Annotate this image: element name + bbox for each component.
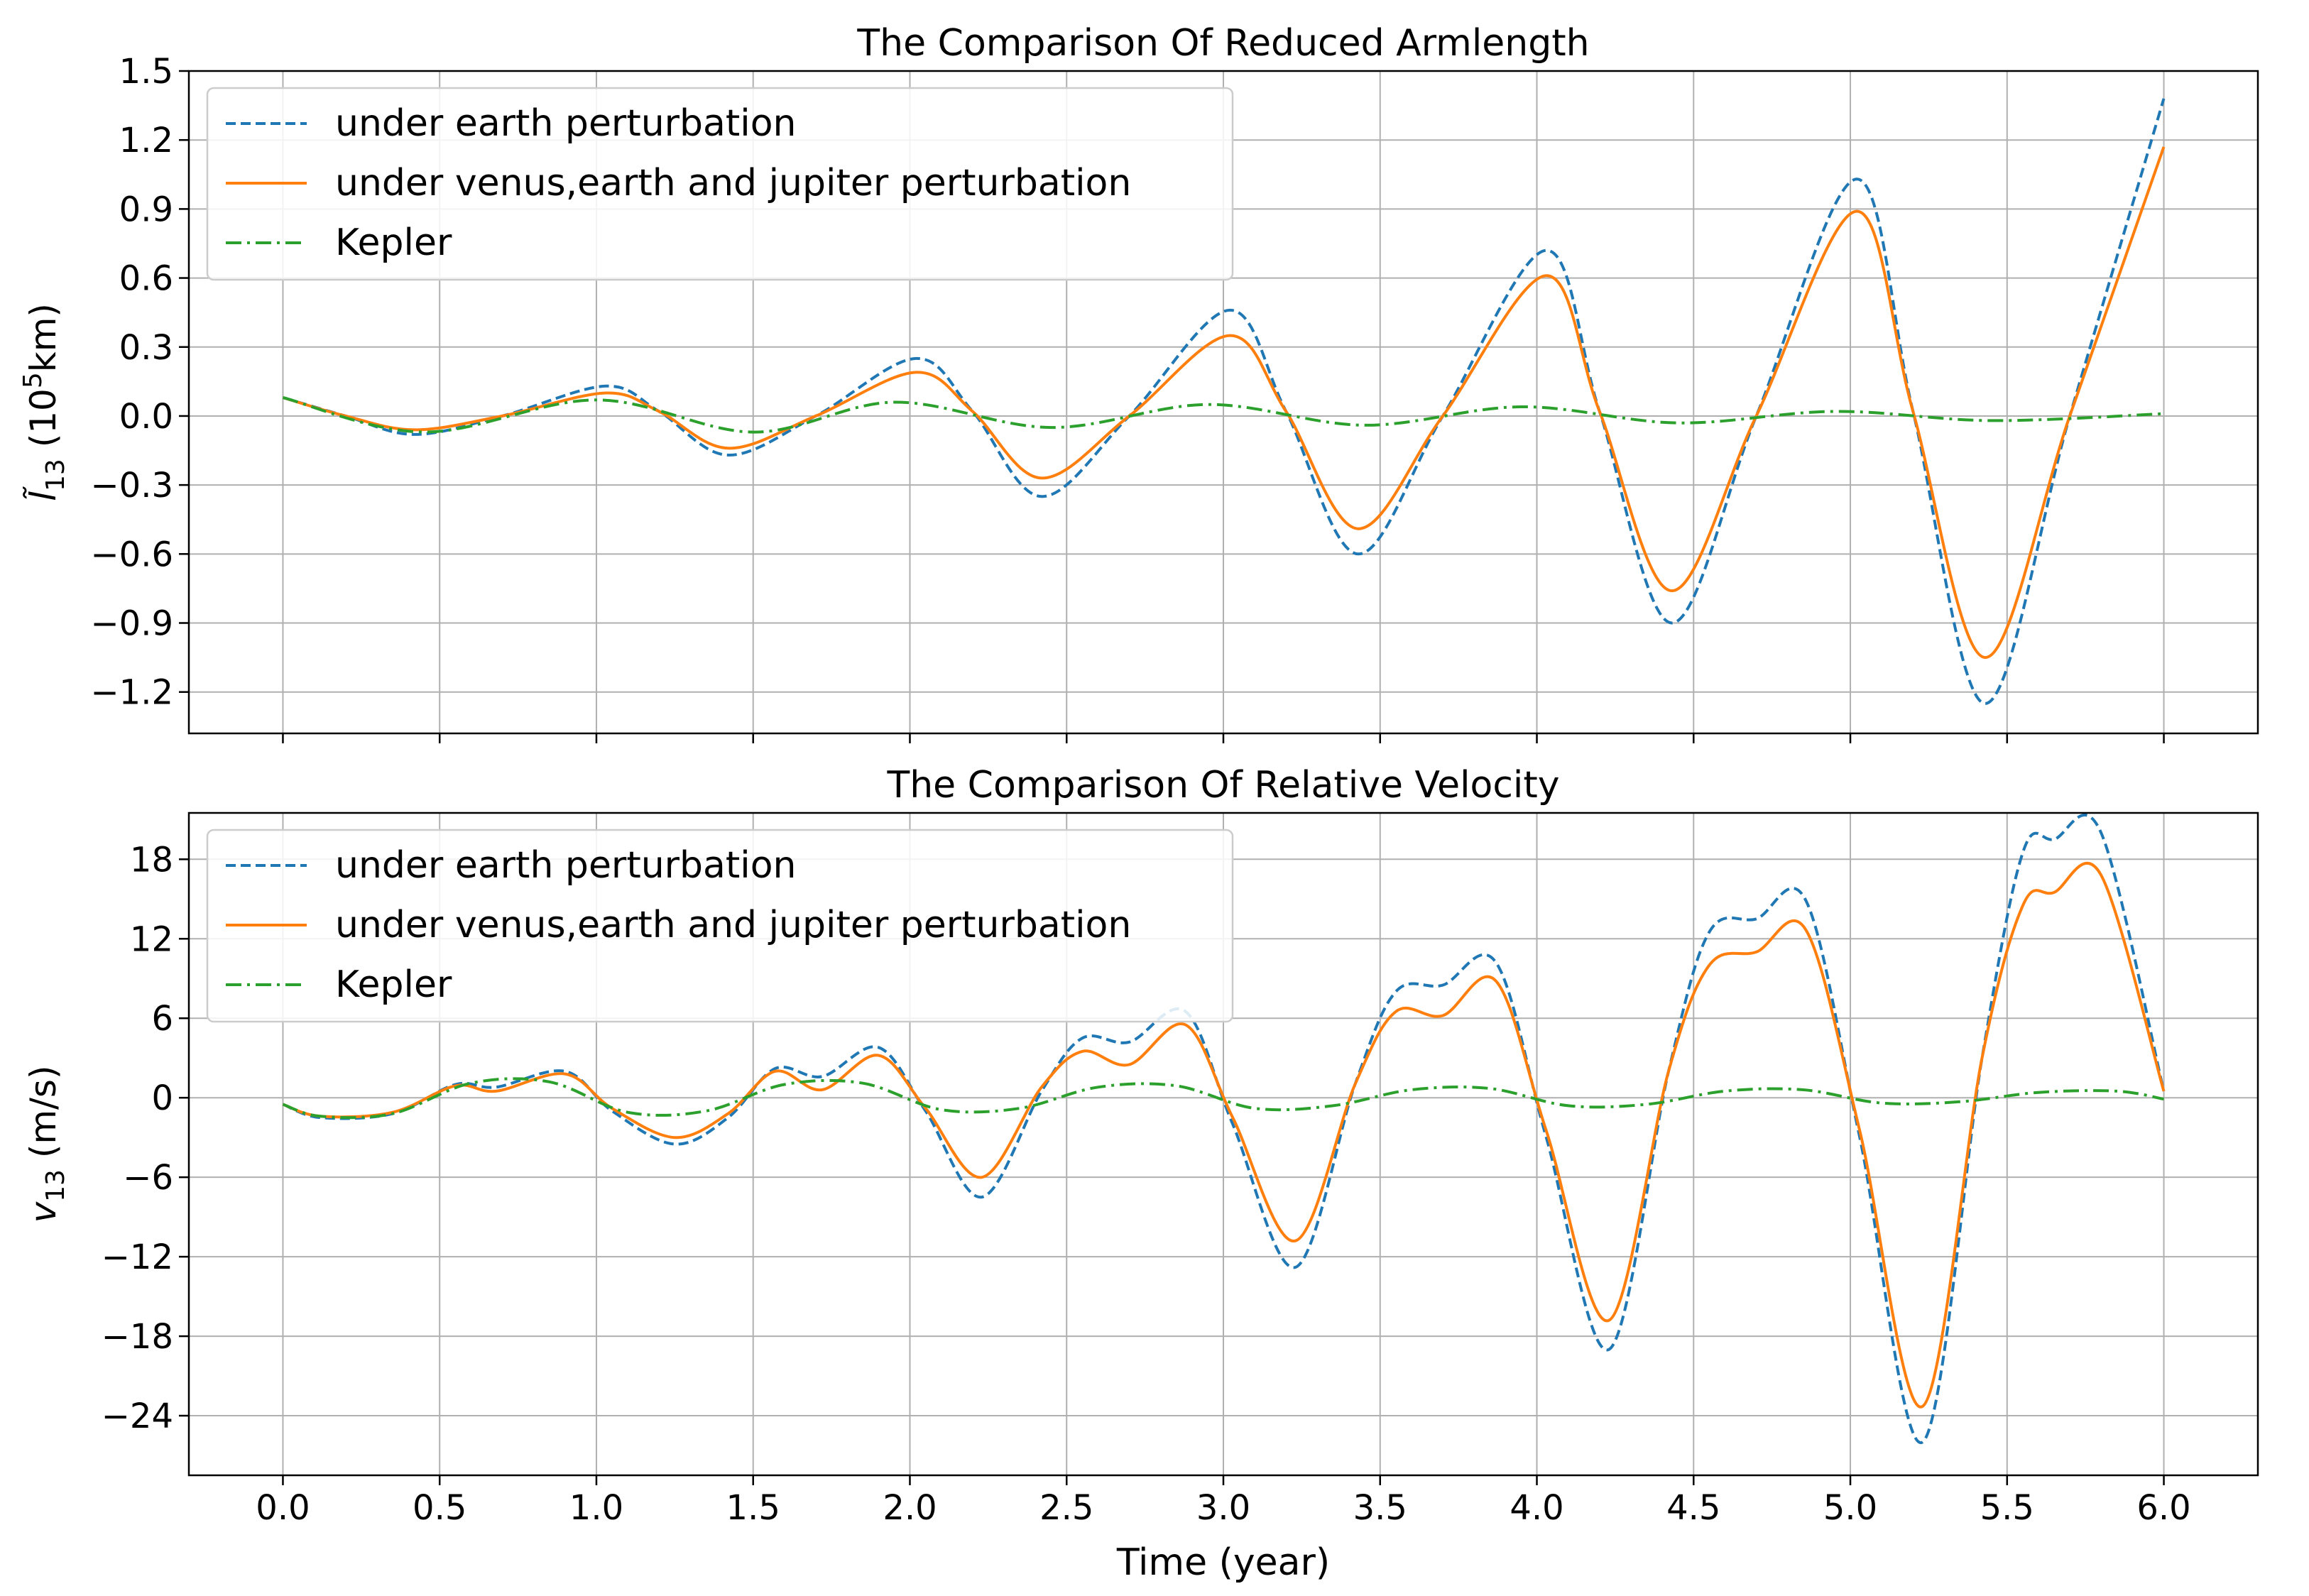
armlength-y-tick-label: −0.6 <box>90 535 173 574</box>
armlength-series-line-kepler <box>283 396 2164 434</box>
velocity-y-tick-label: 6 <box>151 999 173 1039</box>
velocity-y-tick-label: 18 <box>130 840 173 880</box>
armlength-y-tick-label: 0.9 <box>119 190 173 229</box>
velocity-series <box>282 814 2166 1444</box>
x-tick-label: 1.5 <box>726 1488 780 1528</box>
armlength-series <box>282 98 2166 705</box>
x-tick-label: 2.5 <box>1039 1488 1093 1528</box>
x-tick-label: 4.0 <box>1510 1488 1563 1528</box>
armlength-y-tick-label: 0.6 <box>119 259 173 299</box>
x-tick-label: 6.0 <box>2136 1488 2190 1528</box>
velocity-ticks: 0.0 0.5 1.0 1.5 2.0 2.5 3.0 3.5 4.0 4.5 5.0 5.5 6.0 −… <box>102 840 2191 1528</box>
armlength-ticks: −1.2 −0.9 −0.6 −0.3 0.0 0.3 0.6 0.9 1.2 1.5 <box>90 52 2165 743</box>
velocity-series-line-kepler <box>282 1077 2164 1120</box>
armlength-y-tick-label: 1.2 <box>119 121 173 160</box>
armlength-chart-title: The Comparison Of Reduced Armlength <box>856 22 1589 65</box>
armlength-legend-label: Kepler <box>335 222 452 264</box>
armlength-series-line-all-planets <box>282 146 2166 660</box>
armlength-legend-label: under venus,earth and jupiter perturbati… <box>335 162 1131 204</box>
x-tick-label: 3.0 <box>1196 1488 1250 1528</box>
armlength-y-axis-label: l̃13 (105km) <box>18 303 70 501</box>
armlength-y-tick-label: 1.5 <box>119 52 173 92</box>
armlength-legend-box <box>206 87 1234 281</box>
armlength-ylabel-unit-tail: km) <box>23 303 64 372</box>
x-tick-label: 2.0 <box>883 1488 937 1528</box>
x-tick-label: 1.0 <box>569 1488 623 1528</box>
velocity-ylabel-subscript: 13 <box>41 1169 70 1202</box>
velocity-chart-title: The Comparison Of Relative Velocity <box>886 764 1559 807</box>
armlength-ylabel-unit: (10 <box>23 388 64 459</box>
armlength-legend: under earth perturbation under venus,eart… <box>206 87 1234 281</box>
armlength-y-tick-label: −0.3 <box>90 466 173 505</box>
velocity-y-tick-label: 12 <box>130 919 173 959</box>
x-tick-label: 0.0 <box>256 1488 310 1528</box>
velocity-ylabel-unit: (m/s) <box>23 1066 64 1170</box>
velocity-y-tick-label: −6 <box>123 1158 173 1198</box>
armlength-y-tick-label: −1.2 <box>90 673 173 713</box>
velocity-y-tick-label: −24 <box>102 1396 173 1436</box>
armlength-ylabel-unit-exponent: 5 <box>18 372 48 388</box>
armlength-axes: −1.2 −0.9 −0.6 −0.3 0.0 0.3 0.6 0.9 1.2 1.5 The C… <box>18 22 2259 743</box>
velocity-legend-label: Kepler <box>335 963 452 1006</box>
x-tick-label: 3.5 <box>1353 1488 1407 1528</box>
armlength-ylabel-subscript: 13 <box>41 459 70 491</box>
velocity-y-axis-label: v13 (m/s) <box>23 1066 70 1223</box>
velocity-ylabel-symbol: v <box>23 1201 64 1223</box>
x-tick-label: 5.5 <box>1980 1488 2034 1528</box>
x-tick-label: 4.5 <box>1666 1488 1720 1528</box>
velocity-legend-label: under earth perturbation <box>335 844 797 887</box>
x-axis-label: Time (year) <box>1116 1541 1330 1584</box>
velocity-legend-box <box>206 829 1234 1023</box>
armlength-y-tick-label: −0.9 <box>90 604 173 644</box>
x-tick-label: 0.5 <box>413 1488 466 1528</box>
velocity-legend: under earth perturbation under venus,eart… <box>206 829 1234 1023</box>
velocity-axes: 0.0 0.5 1.0 1.5 2.0 2.5 3.0 3.5 4.0 4.5 5.0 5.5 6.0 −… <box>23 764 2259 1528</box>
armlength-legend-label: under earth perturbation <box>335 102 797 145</box>
armlength-y-tick-label: 0.0 <box>119 397 173 437</box>
velocity-y-tick-label: −12 <box>102 1237 173 1277</box>
velocity-series-line-all-planets <box>282 861 2166 1409</box>
velocity-legend-label: under venus,earth and jupiter perturbati… <box>335 904 1131 946</box>
velocity-y-tick-label: 0 <box>151 1078 173 1118</box>
armlength-y-tick-label: 0.3 <box>119 328 173 368</box>
velocity-series-line-earth <box>282 814 2166 1444</box>
velocity-y-tick-label: −18 <box>102 1317 173 1357</box>
x-tick-label: 5.0 <box>1823 1488 1877 1528</box>
